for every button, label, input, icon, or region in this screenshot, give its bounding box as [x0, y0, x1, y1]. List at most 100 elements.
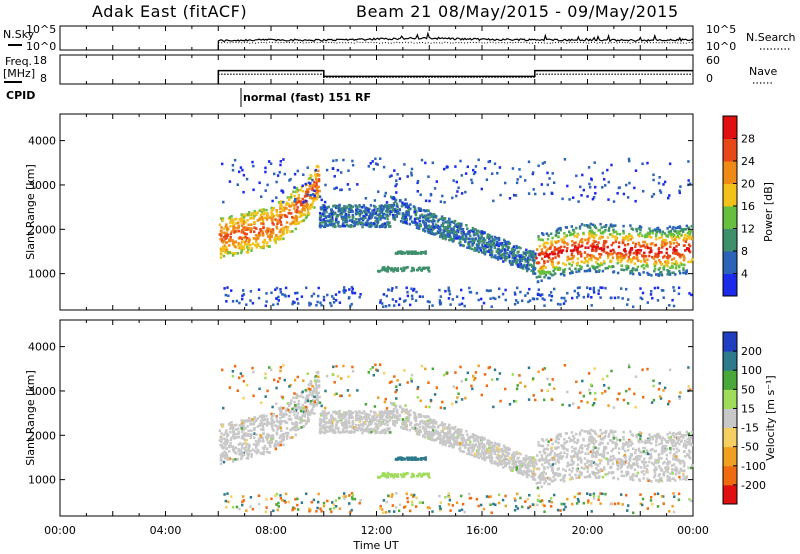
- velocity-echo: [300, 391, 303, 395]
- velocity-echo: [367, 416, 371, 420]
- power-echo: [413, 250, 416, 253]
- power-echo: [294, 203, 298, 206]
- velocity-echo: [441, 423, 444, 426]
- velocity-echo: [274, 424, 277, 427]
- power-echo: [311, 178, 314, 182]
- power-echo: [523, 256, 526, 259]
- power-echo: [576, 286, 580, 290]
- velocity-echo: [303, 419, 307, 422]
- power-echo: [312, 183, 315, 186]
- power-echo: [431, 228, 434, 231]
- power-echo: [587, 246, 590, 249]
- power-echo: [684, 240, 688, 243]
- power-echo: [680, 233, 683, 237]
- power-echo: [416, 222, 419, 225]
- power-echo: [263, 239, 267, 242]
- power-echo: [521, 299, 524, 303]
- power-echo: [340, 211, 343, 215]
- power-echo: [597, 289, 600, 292]
- power-echo: [513, 302, 517, 306]
- velocity-echo: [626, 449, 630, 452]
- power-echo: [602, 248, 606, 251]
- power-echo: [364, 197, 368, 200]
- power-echo: [490, 305, 493, 308]
- power-echo: [471, 181, 474, 185]
- power-echo: [423, 267, 427, 270]
- velocity-echo: [307, 396, 310, 399]
- power-echo: [347, 203, 351, 207]
- power-echo: [542, 252, 546, 256]
- velocity-echo: [219, 443, 222, 447]
- power-echo: [490, 245, 493, 249]
- power-echo: [515, 246, 518, 250]
- velocity-echo: [635, 435, 639, 439]
- power-echo: [647, 273, 650, 276]
- power-echo: [367, 225, 371, 228]
- velocity-echo: [309, 402, 312, 406]
- power-echo: [447, 297, 451, 300]
- power-echo: [485, 289, 489, 292]
- power-echo: [234, 252, 237, 255]
- power-echo: [686, 231, 689, 235]
- power-echo: [347, 213, 351, 217]
- power-echo: [574, 267, 577, 271]
- power-echo: [486, 233, 489, 236]
- power-echo: [356, 211, 359, 214]
- power-echo: [688, 244, 692, 248]
- power-echo: [441, 223, 444, 227]
- power-echo: [566, 255, 570, 259]
- power-echo: [632, 241, 635, 245]
- power-echo: [616, 271, 620, 275]
- velocity-echo: [388, 427, 391, 430]
- power-echo: [383, 222, 387, 225]
- power-echo: [252, 237, 256, 240]
- velocity-echo: [605, 430, 608, 433]
- velocity-echo: [571, 439, 574, 442]
- power-echo: [410, 171, 413, 175]
- velocity-echo: [444, 426, 447, 430]
- power-echo: [296, 206, 299, 209]
- power-echo: [568, 230, 571, 234]
- power-echo: [459, 227, 463, 231]
- velocity-echo: [559, 434, 562, 438]
- power-echo: [447, 235, 450, 238]
- power-echo: [376, 209, 379, 213]
- velocity-echo: [461, 439, 464, 443]
- power-echo: [549, 291, 553, 294]
- velocity-echo: [290, 418, 293, 421]
- power-echo: [328, 221, 331, 224]
- power-echo: [687, 234, 691, 238]
- power-echo: [608, 233, 612, 236]
- velocity-echo: [474, 434, 477, 437]
- velocity-echo: [667, 436, 670, 440]
- velocity-echo: [588, 463, 591, 467]
- power-echo: [672, 241, 675, 245]
- power-echo: [275, 196, 278, 199]
- velocity-echo: [456, 443, 459, 446]
- velocity-echo: [458, 428, 461, 431]
- velocity-echo: [437, 424, 440, 428]
- power-echo: [271, 228, 275, 231]
- power-echo: [626, 259, 629, 263]
- power-echo: [485, 250, 489, 253]
- velocity-echo: [353, 426, 356, 429]
- power-echo: [282, 237, 285, 241]
- power-echo: [365, 210, 368, 214]
- power-echo: [532, 264, 535, 267]
- power-echo: [370, 213, 373, 217]
- power-echo: [305, 286, 308, 290]
- velocity-echo: [454, 436, 457, 439]
- power-echo: [296, 198, 299, 201]
- power-echo: [424, 209, 428, 213]
- velocity-echo: [236, 432, 239, 436]
- power-echo: [672, 225, 675, 229]
- power-echo: [290, 212, 293, 215]
- velocity-echo: [558, 456, 561, 459]
- power-echo: [570, 253, 573, 257]
- power-echo: [532, 269, 535, 273]
- power-echo: [330, 211, 333, 214]
- power-echo: [314, 196, 318, 199]
- power-echo: [402, 221, 405, 224]
- velocity-echo: [656, 432, 660, 436]
- velocity-echo: [633, 468, 637, 471]
